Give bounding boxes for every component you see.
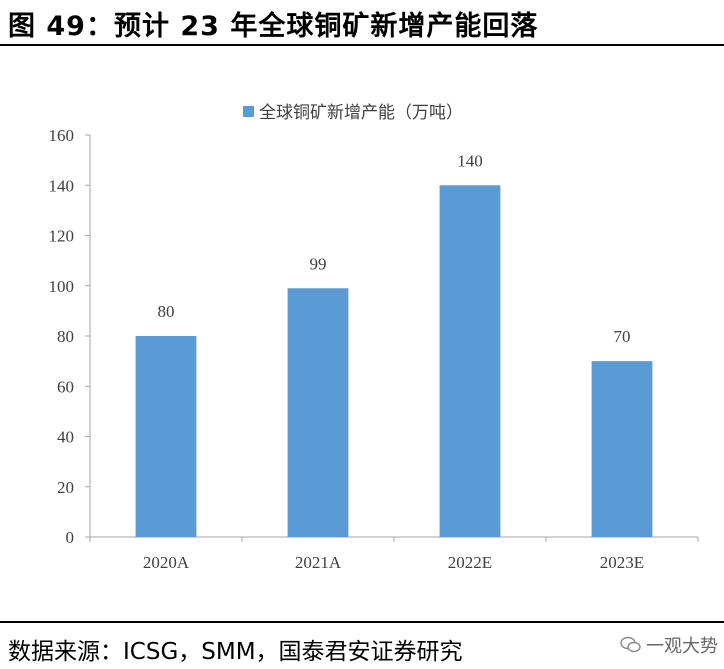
bar bbox=[591, 361, 653, 537]
source-note: 数据来源：ICSG，SMM，国泰君安证券研究 bbox=[8, 639, 463, 665]
x-tick-label: 2021A bbox=[295, 553, 342, 572]
bar-chart: 全球铜矿新增产能（万吨） 0 20 40 60 80 100 120 140 160 2020A… bbox=[49, 103, 699, 572]
x-axis: 2020A 2021A 2022E 2023E bbox=[89, 536, 699, 572]
wechat-icon bbox=[620, 636, 641, 653]
bar bbox=[439, 185, 501, 537]
title-divider bbox=[0, 44, 724, 46]
source-divider bbox=[0, 621, 724, 623]
bar bbox=[287, 288, 349, 537]
y-tick-label: 60 bbox=[57, 377, 74, 396]
y-tick-label: 0 bbox=[66, 528, 75, 547]
y-tick-label: 20 bbox=[57, 478, 74, 497]
x-tick-label: 2022E bbox=[448, 553, 492, 572]
data-label: 80 bbox=[158, 302, 175, 321]
y-tick-label: 160 bbox=[49, 126, 75, 145]
legend-label: 全球铜矿新增产能（万吨） bbox=[259, 103, 463, 123]
y-axis: 0 20 40 60 80 100 120 140 160 bbox=[49, 126, 91, 547]
bars bbox=[135, 185, 653, 537]
y-tick-label: 140 bbox=[49, 176, 75, 195]
legend: 全球铜矿新增产能（万吨） bbox=[243, 103, 463, 123]
data-label: 99 bbox=[310, 254, 327, 273]
y-tick-label: 40 bbox=[57, 428, 74, 447]
y-tick-label: 100 bbox=[49, 277, 75, 296]
watermark-text: 一观大势 bbox=[646, 636, 718, 657]
data-label: 140 bbox=[457, 151, 483, 170]
data-label: 70 bbox=[614, 327, 631, 346]
data-labels: 80 99 140 70 bbox=[158, 151, 631, 346]
x-tick-label: 2023E bbox=[600, 553, 644, 572]
legend-swatch bbox=[243, 106, 254, 117]
bar bbox=[135, 336, 197, 537]
y-tick-label: 120 bbox=[49, 227, 75, 246]
figure-title: 图 49：预计 23 年全球铜矿新增产能回落 bbox=[8, 11, 539, 42]
y-tick-label: 80 bbox=[57, 327, 74, 346]
x-tick-label: 2020A bbox=[143, 553, 190, 572]
watermark: 一观大势 bbox=[620, 632, 718, 658]
